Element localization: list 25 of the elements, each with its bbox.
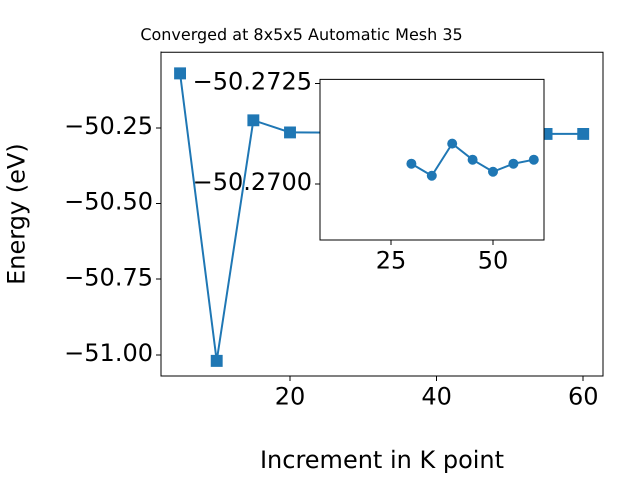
x-tick-label: 20 [274, 382, 306, 411]
point [284, 126, 296, 138]
y-axis-title: Energy (eV) [2, 143, 31, 285]
chart-title: Converged at 8x5x5 Automatic Mesh 35 [140, 24, 463, 44]
point [577, 128, 590, 140]
y-tick-label: −50.50 [64, 188, 153, 216]
y-tick-label: −50.75 [64, 263, 153, 292]
point [447, 138, 458, 149]
point [468, 154, 478, 165]
point [247, 114, 260, 126]
x-tick-label: 50 [478, 246, 508, 275]
point [528, 154, 539, 165]
point [426, 170, 437, 181]
y-tick-label: −51.00 [64, 339, 153, 368]
x-tick-label: 60 [568, 382, 598, 411]
point [406, 158, 416, 169]
point [488, 166, 498, 177]
x-tick-label: 40 [421, 382, 452, 411]
x-axis-title: Increment in K point [260, 446, 504, 474]
point [210, 354, 223, 367]
y-tick-label: −50.25 [64, 112, 153, 140]
y-tick-label: −50.2725 [192, 68, 312, 96]
point [508, 158, 518, 169]
point [174, 67, 186, 80]
x-tick-label: 25 [376, 246, 406, 275]
